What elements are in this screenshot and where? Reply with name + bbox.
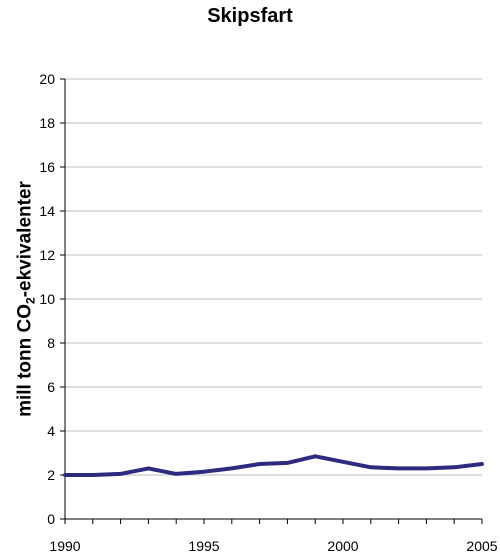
x-tick-label: 1990 [49,538,80,554]
y-tick-label: 6 [47,379,55,395]
chart-title: Skipsfart [207,5,293,27]
y-tick-label: 2 [47,467,55,483]
y-tick-label: 12 [39,247,55,263]
y-tick-label: 18 [39,115,55,131]
x-tick-label: 1995 [188,538,219,554]
y-tick-label: 4 [47,423,55,439]
y-tick-label: 8 [47,335,55,351]
series-line [63,454,484,477]
y-tick-label: 16 [39,159,55,175]
y-tick-label: 14 [39,203,55,219]
y-tick-label: 0 [47,511,55,527]
y-tick-label: 10 [39,291,55,307]
y-tick-label: 20 [39,71,55,87]
x-tick-label: 2005 [466,538,497,554]
x-tick-label: 2000 [327,538,358,554]
